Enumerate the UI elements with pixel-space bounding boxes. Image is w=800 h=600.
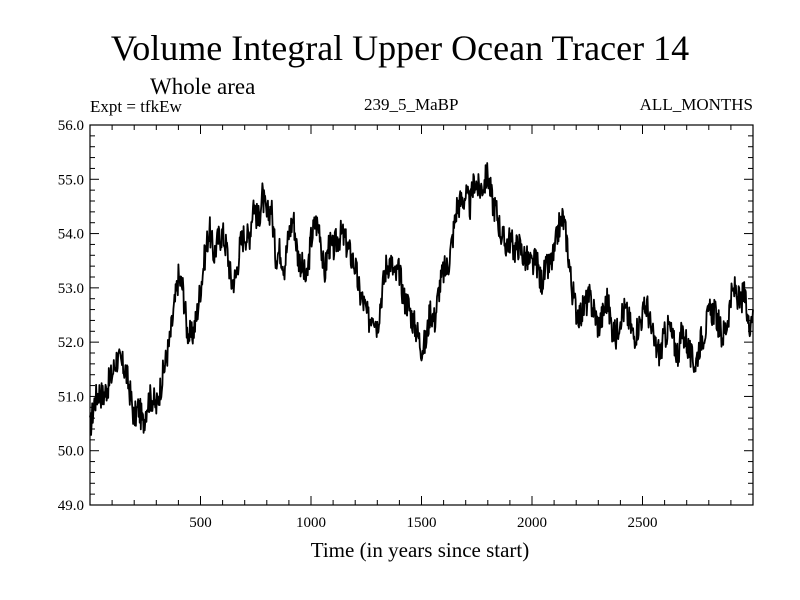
chart-subtitle: Whole area: [150, 74, 256, 99]
y-tick-label: 53.0: [58, 281, 84, 297]
experiment-label: Expt = tfkEw: [90, 97, 182, 116]
tracer-series-line: [89, 162, 754, 436]
y-tick-label: 56.0: [58, 118, 84, 134]
x-tick-label: 1500: [407, 515, 437, 531]
y-tick-label: 51.0: [58, 389, 84, 405]
run-label: 239_5_MaBP: [364, 95, 459, 114]
x-tick-label: 1000: [296, 515, 326, 531]
y-tick-label: 50.0: [58, 444, 84, 460]
chart-title: Volume Integral Upper Ocean Tracer 14: [110, 28, 690, 68]
months-label: ALL_MONTHS: [639, 95, 753, 114]
x-tick-label: 2000: [517, 515, 547, 531]
y-tick-label: 55.0: [58, 172, 84, 188]
y-tick-label: 49.0: [58, 498, 84, 514]
y-tick-label: 52.0: [58, 335, 84, 351]
y-tick-label: 54.0: [58, 227, 84, 243]
plot-frame: [89, 124, 754, 506]
x-tick-label: 500: [189, 515, 212, 531]
x-axis-label: Time (in years since start): [310, 538, 530, 562]
x-tick-label: 2500: [628, 515, 658, 531]
